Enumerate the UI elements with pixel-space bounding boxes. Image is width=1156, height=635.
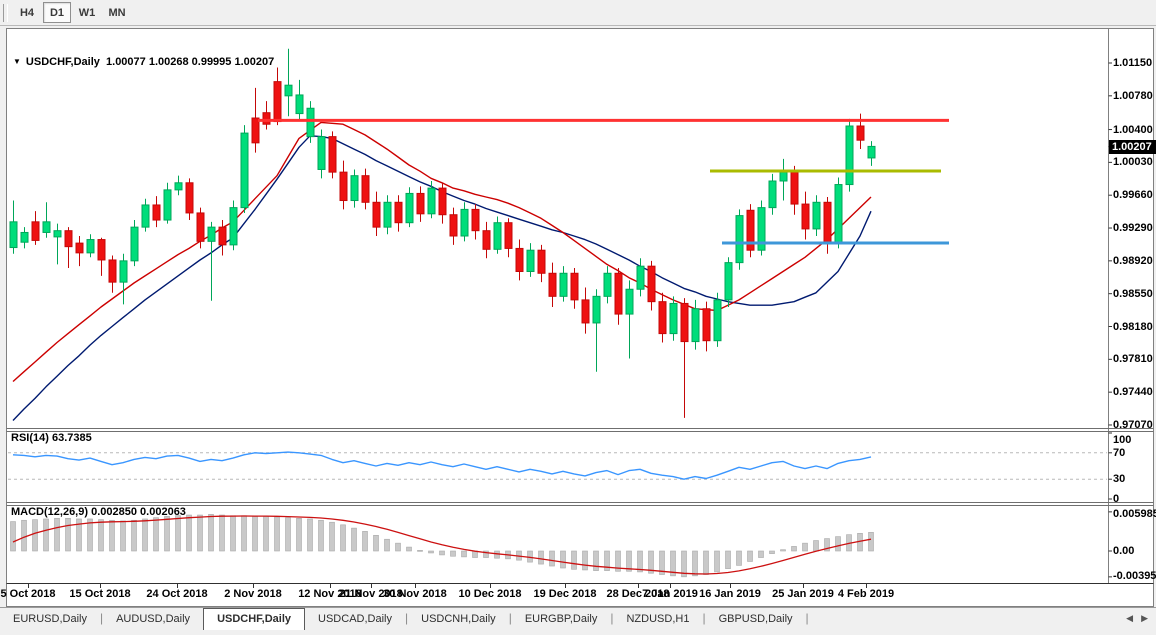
macd-axis-label: 0.00 <box>1113 545 1135 557</box>
chart-tabs: EURUSD,Daily | AUDUSD,Daily USDCHF,Daily USD… <box>0 608 809 630</box>
tab-separator: | <box>805 611 809 625</box>
time-axis-label: 28 Dec 2018 <box>606 588 670 600</box>
current-price-tag: 1.00207 <box>1109 139 1156 154</box>
time-axis-label: 25 Jan 2019 <box>772 588 834 600</box>
symbol-dropdown-icon[interactable]: ▼ <box>13 57 21 66</box>
time-axis-label: 19 Dec 2018 <box>533 588 597 600</box>
timeframe-button-h4[interactable]: H4 <box>19 6 35 19</box>
chart-tab-usdchf[interactable]: USDCHF,Daily <box>203 608 306 630</box>
rsi-value: 63.7385 <box>51 432 92 444</box>
price-axis-label: 0.97070 <box>1113 418 1153 431</box>
price-axis-label: 1.00400 <box>1113 123 1153 136</box>
rsi-indicator-label: RSI(14) 63.7385 <box>11 432 92 444</box>
tab-scroll-left-icon[interactable]: ◀ <box>1126 613 1134 623</box>
timeframe-button-d1[interactable]: D1 <box>43 2 71 23</box>
chart-ohlc-values: 1.00077 1.00268 0.99995 1.00207 <box>106 56 275 68</box>
time-axis-label: 12 Nov 2018 <box>298 588 362 600</box>
chart-window: ▼ USDCHF,Daily 1.00077 1.00268 0.99995 1.… <box>0 25 1156 607</box>
tab-separator: | <box>702 611 706 625</box>
rsi-axis-label: 30 <box>1113 473 1126 486</box>
timeframe-button-w1[interactable]: W1 <box>78 6 96 19</box>
time-axis-label: 5 Oct 2018 <box>0 588 56 600</box>
time-axis-label: 10 Dec 2018 <box>458 588 522 600</box>
price-axis-label: 0.98920 <box>1113 254 1153 267</box>
price-axis-label: 0.99290 <box>1113 222 1153 235</box>
chart-tab-nzdusd[interactable]: NZDUSD,H1 <box>626 613 690 625</box>
chart-tab-audusd[interactable]: AUDUSD,Daily <box>116 613 191 625</box>
macd-signal-value: 0.002063 <box>140 506 186 518</box>
time-axis-label: 30 Nov 2018 <box>383 588 447 600</box>
price-axis-label: 0.99660 <box>1113 189 1153 202</box>
time-axis-label: 15 Oct 2018 <box>69 588 131 600</box>
tab-separator: | <box>610 611 614 625</box>
price-axis-label: 0.97810 <box>1113 353 1153 366</box>
time-axis-label: 16 Jan 2019 <box>699 588 761 600</box>
chart-tab-gbpusd[interactable]: GBPUSD,Daily <box>718 613 793 625</box>
price-axis-label: 1.00030 <box>1113 156 1153 169</box>
time-axis-label: 2 Nov 2018 <box>224 588 282 600</box>
chart-title: ▼ USDCHF,Daily 1.00077 1.00268 0.99995 1.… <box>13 56 274 68</box>
macd-axis-label: -0.003954 <box>1113 570 1156 582</box>
chart-tab-eurgbp[interactable]: EURGBP,Daily <box>524 613 598 625</box>
tab-separator: | <box>405 611 409 625</box>
toolbar-grip <box>3 3 8 22</box>
price-axis-label: 0.98550 <box>1113 287 1153 300</box>
price-axis-label: 1.01150 <box>1113 57 1153 69</box>
tab-separator: | <box>508 611 512 625</box>
macd-main-value: 0.002850 <box>91 506 137 518</box>
chart-tab-bar: EURUSD,Daily | AUDUSD,Daily USDCHF,Daily USD… <box>0 607 1156 635</box>
chart-tab-usdcad[interactable]: USDCAD,Daily <box>318 613 392 625</box>
tab-scroll-arrows: ◀ ▶ <box>1126 613 1148 624</box>
rsi-axis-label: 0 <box>1113 493 1120 505</box>
tab-separator: | <box>99 611 104 625</box>
price-chart-canvas[interactable] <box>0 25 1156 607</box>
macd-indicator-label: MACD(12,26,9) 0.002850 0.002063 <box>11 506 186 518</box>
timeframe-button-mn[interactable]: MN <box>108 6 126 19</box>
chart-symbol-label: USDCHF,Daily <box>25 56 100 68</box>
price-axis-label: 1.00780 <box>1113 89 1153 102</box>
time-axis-label: 24 Oct 2018 <box>146 588 208 600</box>
time-axis-label: 21 Nov 2018 <box>339 588 403 600</box>
chart-tab-eurusd[interactable]: EURUSD,Daily <box>13 613 87 625</box>
price-axis-label: 0.97440 <box>1113 386 1153 399</box>
price-axis-label: 0.98180 <box>1113 320 1153 333</box>
chart-tab-usdcnh[interactable]: USDCNH,Daily <box>421 613 496 625</box>
timeframe-buttons: H4 D1 W1 MN <box>12 2 132 23</box>
macd-axis-label: 0.005985 <box>1113 508 1156 520</box>
rsi-axis-label: 100 <box>1113 434 1132 446</box>
tab-scroll-right-icon[interactable]: ▶ <box>1141 613 1148 623</box>
time-axis-label: 7 Jan 2019 <box>642 588 698 600</box>
time-axis-label: 4 Feb 2019 <box>837 588 895 600</box>
timeframe-toolbar: H4 D1 W1 MN <box>0 0 1156 26</box>
rsi-axis-label: 70 <box>1113 446 1126 459</box>
